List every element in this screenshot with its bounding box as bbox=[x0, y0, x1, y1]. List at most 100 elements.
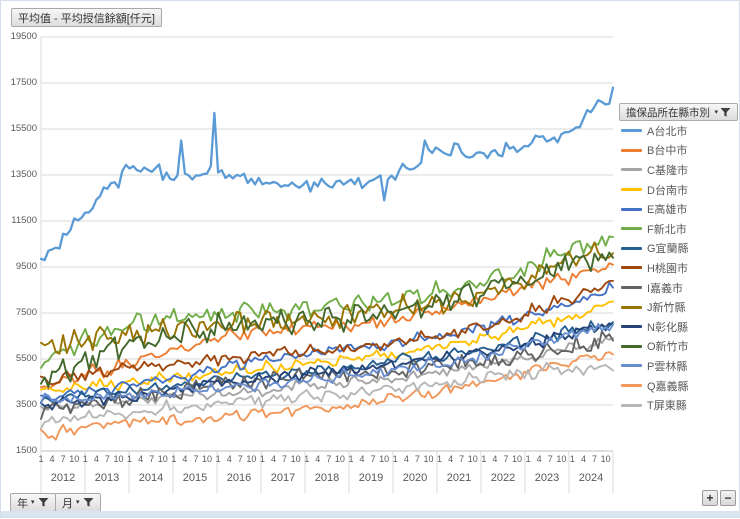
year-field-label: 年 bbox=[17, 497, 28, 510]
month-tick-label: 7 bbox=[104, 454, 110, 464]
legend-filter-button[interactable]: 擔保品所在縣市別 ▾ bbox=[619, 103, 738, 121]
y-axis-label: 5500 bbox=[15, 353, 37, 364]
legend-item-E高雄市: E高雄市 bbox=[621, 199, 689, 219]
series-line-H桃園市 bbox=[40, 279, 614, 386]
series-line-D台南市 bbox=[40, 300, 614, 393]
year-label: 2015 bbox=[182, 472, 208, 484]
y-axis-label: 7500 bbox=[15, 307, 37, 318]
series-line-T屏東縣 bbox=[40, 361, 614, 430]
year-label: 2020 bbox=[402, 472, 428, 484]
month-tick-label: 7 bbox=[592, 454, 598, 464]
legend-item-Q嘉義縣: Q嘉義縣 bbox=[621, 376, 689, 396]
value-field-button[interactable]: 平均值 - 平均授信餘額[仟元] bbox=[11, 8, 162, 27]
legend: A台北市 B台中市 C基隆市 D台南市 E高雄市 F新北市 G宜蘭縣 H桃園市 I嘉義市 J新竹縣… bbox=[621, 121, 689, 415]
month-tick-label: 4 bbox=[226, 454, 232, 464]
y-axis-label: 9500 bbox=[15, 261, 37, 272]
month-tick-label: 4 bbox=[359, 454, 365, 464]
month-tick-label: 7 bbox=[503, 454, 509, 464]
chevron-down-icon: ▾ bbox=[31, 499, 35, 506]
legend-label: P雲林縣 bbox=[647, 360, 688, 373]
y-axis-label: 13500 bbox=[10, 169, 37, 180]
month-tick-label: 10 bbox=[69, 454, 80, 464]
month-tick-label: 1 bbox=[259, 454, 265, 464]
month-tick-label: 1 bbox=[82, 454, 88, 464]
year-label: 2012 bbox=[50, 472, 76, 484]
legend-label: H桃園市 bbox=[647, 262, 688, 275]
legend-item-N彰化縣: N彰化縣 bbox=[621, 317, 689, 337]
series-line-Q嘉義縣 bbox=[40, 351, 614, 441]
month-tick-label: 7 bbox=[149, 454, 155, 464]
series-line-G宜蘭縣 bbox=[40, 320, 614, 404]
legend-label: Q嘉義縣 bbox=[647, 380, 689, 393]
month-tick-label: 1 bbox=[437, 454, 443, 464]
funnel-icon bbox=[38, 497, 49, 508]
month-tick-label: 1 bbox=[127, 454, 133, 464]
month-tick-label: 4 bbox=[93, 454, 99, 464]
series-line-A台北市 bbox=[39, 86, 615, 262]
month-tick-label: 4 bbox=[138, 454, 144, 464]
y-axis-label: 19500 bbox=[10, 31, 37, 42]
legend-label: G宜蘭縣 bbox=[647, 243, 689, 256]
legend-label: N彰化縣 bbox=[647, 321, 688, 334]
legend-item-B台中市: B台中市 bbox=[621, 141, 689, 161]
month-field-button[interactable]: 月 ▾ bbox=[55, 493, 101, 512]
year-field-button[interactable]: 年 ▾ bbox=[10, 493, 56, 512]
legend-swatch bbox=[621, 325, 642, 329]
legend-item-H桃園市: H桃園市 bbox=[621, 258, 689, 278]
month-tick-label: 4 bbox=[403, 454, 409, 464]
month-tick-label: 7 bbox=[370, 454, 376, 464]
month-tick-label: 10 bbox=[423, 454, 434, 464]
collapse-detail-button[interactable]: − bbox=[720, 490, 736, 506]
legend-swatch bbox=[621, 364, 642, 368]
legend-item-A台北市: A台北市 bbox=[621, 121, 689, 141]
legend-swatch bbox=[621, 266, 642, 270]
month-tick-label: 10 bbox=[512, 454, 523, 464]
legend-swatch bbox=[621, 148, 642, 152]
legend-swatch bbox=[621, 227, 642, 231]
y-axis-label: 3500 bbox=[15, 399, 37, 410]
month-tick-label: 10 bbox=[290, 454, 301, 464]
y-axis-label: 17500 bbox=[10, 77, 37, 88]
y-axis-label: 1500 bbox=[15, 445, 37, 456]
month-tick-label: 10 bbox=[113, 454, 124, 464]
month-tick-label: 10 bbox=[157, 454, 168, 464]
year-label: 2014 bbox=[138, 472, 164, 484]
series-line-J新竹縣 bbox=[40, 241, 614, 355]
legend-item-G宜蘭縣: G宜蘭縣 bbox=[621, 239, 689, 259]
y-axis-label: 11500 bbox=[11, 215, 37, 226]
legend-label: E高雄市 bbox=[647, 204, 688, 217]
month-tick-label: 1 bbox=[304, 454, 310, 464]
legend-label: C基隆市 bbox=[647, 164, 688, 177]
legend-swatch bbox=[621, 207, 642, 211]
month-tick-label: 1 bbox=[569, 454, 575, 464]
legend-item-C基隆市: C基隆市 bbox=[621, 160, 689, 180]
month-tick-label: 10 bbox=[467, 454, 478, 464]
legend-item-O新竹市: O新竹市 bbox=[621, 337, 689, 357]
month-tick-label: 10 bbox=[334, 454, 345, 464]
expand-detail-button[interactable]: + bbox=[702, 490, 718, 506]
legend-swatch bbox=[621, 188, 642, 192]
month-tick-label: 1 bbox=[525, 454, 531, 464]
year-label: 2023 bbox=[534, 472, 560, 484]
funnel-icon bbox=[83, 497, 94, 508]
month-tick-label: 1 bbox=[392, 454, 398, 464]
legend-label: O新竹市 bbox=[647, 341, 689, 354]
month-tick-label: 10 bbox=[600, 454, 611, 464]
legend-swatch bbox=[621, 286, 642, 290]
legend-label: A台北市 bbox=[647, 125, 688, 138]
year-label: 2021 bbox=[446, 472, 472, 484]
legend-swatch bbox=[621, 246, 642, 250]
year-label: 2018 bbox=[314, 472, 340, 484]
series-line-F新北市 bbox=[40, 235, 614, 369]
year-label: 2022 bbox=[490, 472, 516, 484]
legend-label: T屏東縣 bbox=[647, 400, 687, 413]
legend-filter-label: 擔保品所在縣市別 bbox=[626, 106, 710, 119]
month-tick-label: 10 bbox=[379, 454, 390, 464]
y-axis-label: 15500 bbox=[10, 123, 37, 134]
month-field-label: 月 bbox=[62, 497, 73, 510]
legend-label: D台南市 bbox=[647, 184, 688, 197]
series-line-E高雄市 bbox=[40, 281, 614, 401]
legend-swatch bbox=[621, 168, 642, 172]
month-tick-label: 7 bbox=[237, 454, 243, 464]
